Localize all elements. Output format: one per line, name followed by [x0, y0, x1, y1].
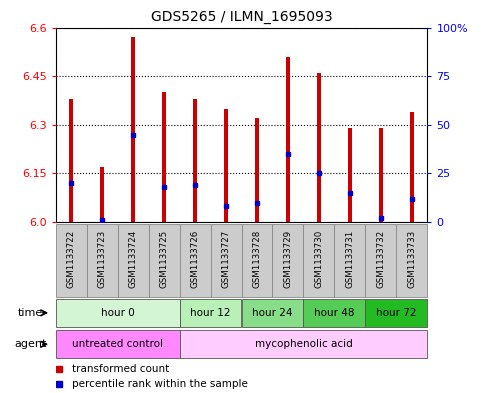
Bar: [272, 224, 303, 297]
Bar: [193, 99, 197, 222]
Bar: [410, 112, 414, 222]
Bar: [397, 224, 427, 297]
Bar: [149, 224, 180, 297]
Text: GSM1133729: GSM1133729: [284, 230, 293, 288]
Bar: [255, 118, 259, 222]
Bar: [317, 73, 321, 222]
Text: GSM1133724: GSM1133724: [128, 230, 138, 288]
Bar: [117, 224, 149, 297]
Text: GSM1133726: GSM1133726: [190, 230, 199, 288]
Bar: [303, 299, 366, 327]
Bar: [242, 299, 303, 327]
Bar: [334, 224, 366, 297]
Bar: [180, 224, 211, 297]
Bar: [56, 299, 180, 327]
Bar: [286, 57, 290, 222]
Bar: [211, 224, 242, 297]
Text: GSM1133723: GSM1133723: [98, 230, 107, 288]
Bar: [131, 37, 135, 222]
Text: hour 72: hour 72: [376, 308, 417, 318]
Bar: [86, 224, 117, 297]
Text: hour 12: hour 12: [190, 308, 231, 318]
Text: hour 48: hour 48: [314, 308, 355, 318]
Bar: [379, 128, 383, 222]
Text: GDS5265 / ILMN_1695093: GDS5265 / ILMN_1695093: [151, 10, 332, 24]
Text: transformed count: transformed count: [72, 364, 170, 374]
Text: agent: agent: [14, 339, 47, 349]
Text: untreated control: untreated control: [72, 339, 163, 349]
Bar: [366, 224, 397, 297]
Bar: [100, 167, 104, 222]
Text: mycophenolic acid: mycophenolic acid: [255, 339, 353, 349]
Text: GSM1133722: GSM1133722: [67, 230, 75, 288]
Bar: [162, 92, 166, 222]
Text: GSM1133733: GSM1133733: [408, 230, 416, 288]
Text: GSM1133727: GSM1133727: [222, 230, 230, 288]
Bar: [224, 108, 228, 222]
Bar: [56, 224, 86, 297]
Bar: [348, 128, 352, 222]
Text: GSM1133725: GSM1133725: [159, 230, 169, 288]
Bar: [180, 330, 427, 358]
Text: GSM1133730: GSM1133730: [314, 230, 324, 288]
Text: hour 24: hour 24: [252, 308, 293, 318]
Text: GSM1133732: GSM1133732: [376, 230, 385, 288]
Bar: [180, 299, 242, 327]
Text: GSM1133728: GSM1133728: [253, 230, 261, 288]
Bar: [366, 299, 427, 327]
Text: hour 0: hour 0: [100, 308, 134, 318]
Bar: [56, 330, 180, 358]
Bar: [242, 224, 272, 297]
Bar: [69, 99, 73, 222]
Bar: [303, 224, 334, 297]
Text: time: time: [18, 308, 43, 318]
Text: GSM1133731: GSM1133731: [345, 230, 355, 288]
Text: percentile rank within the sample: percentile rank within the sample: [72, 379, 248, 389]
